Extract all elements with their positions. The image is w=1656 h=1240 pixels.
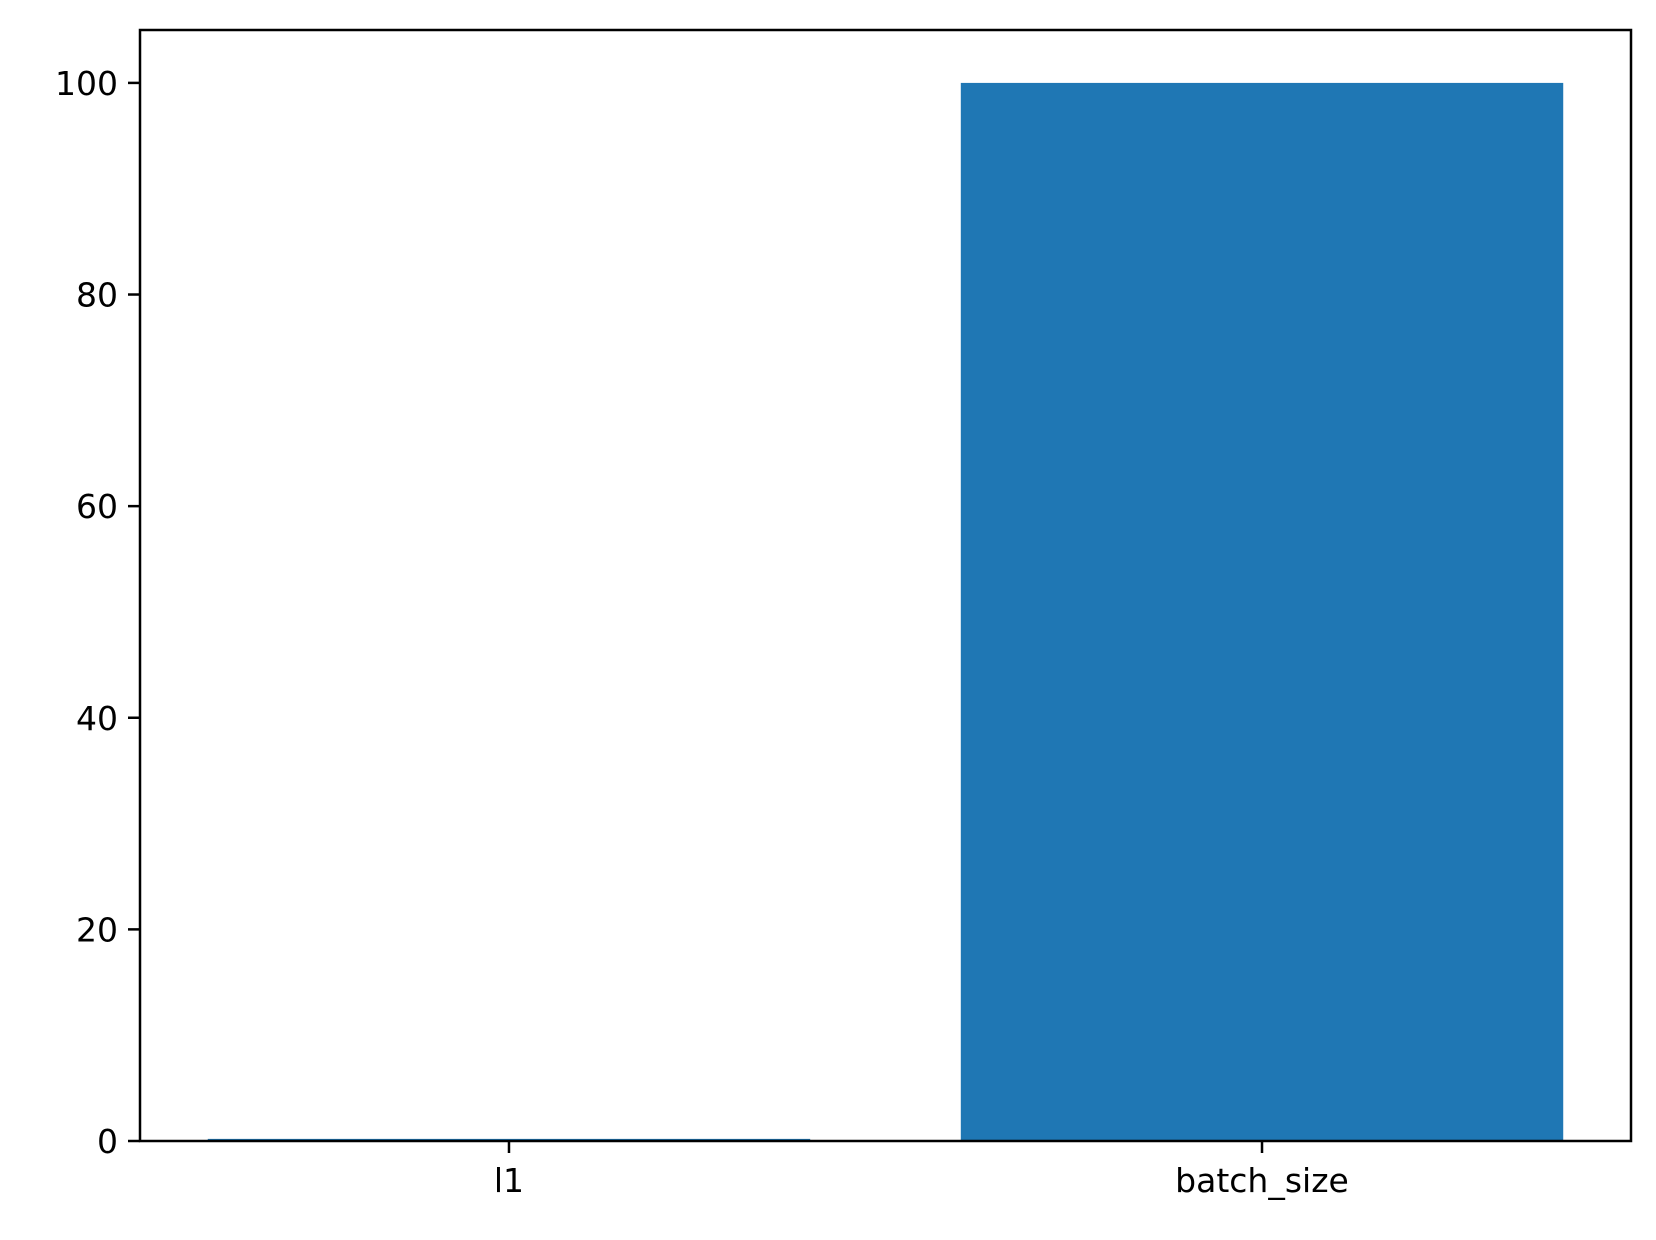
y-tick-label: 60	[76, 487, 118, 526]
y-tick-label: 80	[76, 276, 118, 315]
x-tick-label: l1	[494, 1161, 524, 1200]
x-axis: l1 batch_size	[494, 1141, 1349, 1200]
y-tick-label: 40	[76, 699, 118, 738]
x-tick-label: batch_size	[1175, 1161, 1349, 1200]
bars-layer	[207, 82, 1564, 1141]
y-tick-label: 100	[55, 64, 118, 103]
y-axis: 0 20 40 60 80 100	[55, 64, 140, 1161]
y-tick-label: 20	[76, 910, 118, 949]
y-tick-label: 0	[97, 1122, 118, 1161]
bar-batch-size	[960, 82, 1564, 1141]
plot-frame	[138, 28, 1633, 1143]
